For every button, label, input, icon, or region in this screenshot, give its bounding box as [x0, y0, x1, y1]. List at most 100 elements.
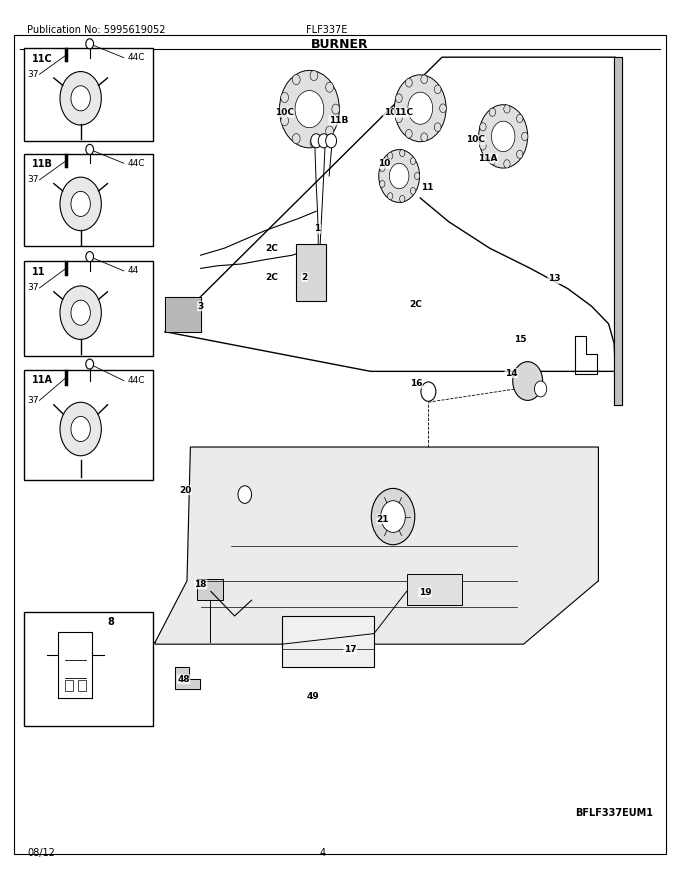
Text: 2: 2	[301, 273, 308, 282]
Circle shape	[410, 158, 415, 165]
Text: 11C: 11C	[394, 108, 413, 117]
Text: 10C: 10C	[466, 136, 486, 144]
Circle shape	[379, 180, 385, 187]
Text: 3: 3	[197, 302, 204, 311]
Circle shape	[292, 75, 300, 84]
Circle shape	[421, 75, 428, 84]
Circle shape	[71, 416, 90, 442]
Circle shape	[396, 114, 403, 122]
Bar	[24, 154, 153, 246]
Text: 44C: 44C	[127, 376, 145, 385]
Circle shape	[504, 160, 510, 168]
Text: 11A: 11A	[479, 154, 498, 163]
Circle shape	[311, 134, 322, 148]
Circle shape	[480, 142, 486, 150]
Bar	[24, 370, 153, 480]
Text: 2C: 2C	[410, 300, 422, 309]
Bar	[197, 579, 223, 600]
Bar	[24, 261, 153, 356]
Text: 10C: 10C	[384, 108, 403, 117]
Circle shape	[60, 177, 101, 231]
Circle shape	[292, 134, 300, 143]
Circle shape	[71, 300, 90, 326]
Circle shape	[517, 114, 523, 122]
Circle shape	[326, 126, 333, 136]
Circle shape	[279, 70, 339, 148]
Circle shape	[480, 122, 486, 131]
Text: 1: 1	[314, 224, 321, 233]
Circle shape	[390, 164, 409, 188]
Polygon shape	[175, 667, 200, 689]
Text: 44: 44	[127, 267, 139, 275]
Text: 11: 11	[421, 183, 433, 192]
Text: 11: 11	[32, 267, 46, 276]
Text: 37: 37	[27, 396, 39, 405]
Circle shape	[86, 359, 94, 369]
Circle shape	[318, 134, 329, 148]
Text: 21: 21	[377, 515, 389, 524]
Circle shape	[400, 150, 405, 157]
Circle shape	[86, 252, 94, 261]
Circle shape	[381, 501, 405, 532]
Text: 10: 10	[378, 159, 390, 168]
Circle shape	[534, 381, 547, 397]
Circle shape	[60, 286, 101, 340]
Circle shape	[326, 134, 337, 148]
Text: 37: 37	[27, 175, 39, 185]
Circle shape	[310, 137, 318, 148]
Circle shape	[435, 85, 441, 93]
Circle shape	[489, 157, 496, 165]
Text: 18: 18	[194, 580, 207, 589]
Circle shape	[295, 91, 324, 128]
Circle shape	[504, 105, 510, 113]
Text: 48: 48	[177, 675, 190, 684]
Circle shape	[405, 129, 412, 138]
Text: 37: 37	[27, 283, 39, 292]
Circle shape	[396, 94, 403, 103]
Text: 19: 19	[419, 588, 431, 597]
Circle shape	[513, 362, 543, 400]
Circle shape	[332, 104, 339, 114]
Circle shape	[479, 105, 528, 168]
Bar	[407, 574, 462, 605]
Polygon shape	[155, 447, 598, 644]
Circle shape	[281, 116, 288, 126]
Text: 16: 16	[410, 379, 422, 388]
Circle shape	[405, 78, 412, 87]
Bar	[24, 48, 153, 141]
Text: 44C: 44C	[127, 158, 145, 168]
Circle shape	[439, 104, 446, 113]
Circle shape	[421, 133, 428, 142]
Bar	[282, 616, 374, 667]
Circle shape	[489, 108, 496, 116]
Circle shape	[71, 191, 90, 216]
Circle shape	[310, 70, 318, 81]
Circle shape	[281, 92, 288, 102]
Circle shape	[394, 75, 446, 142]
Polygon shape	[165, 297, 201, 332]
Text: 2C: 2C	[266, 273, 278, 282]
Text: 11C: 11C	[32, 54, 53, 63]
Text: BFLF337EUM1: BFLF337EUM1	[575, 809, 653, 818]
Text: 11A: 11A	[32, 375, 53, 385]
Circle shape	[435, 123, 441, 131]
Circle shape	[421, 382, 436, 401]
Circle shape	[71, 85, 90, 111]
Bar	[78, 680, 86, 691]
Text: 15: 15	[514, 335, 526, 344]
Bar	[65, 680, 73, 691]
Circle shape	[522, 132, 528, 141]
Bar	[24, 612, 153, 726]
Text: Publication No: 5995619052: Publication No: 5995619052	[27, 25, 166, 34]
Circle shape	[408, 92, 432, 124]
Circle shape	[238, 486, 252, 503]
Text: 37: 37	[27, 70, 39, 79]
Circle shape	[400, 195, 405, 202]
Text: 17: 17	[344, 645, 356, 654]
Text: 08/12: 08/12	[27, 848, 55, 858]
Polygon shape	[614, 57, 622, 405]
Text: 8: 8	[108, 617, 115, 627]
Circle shape	[379, 165, 385, 172]
Bar	[296, 244, 326, 301]
Circle shape	[60, 71, 101, 125]
